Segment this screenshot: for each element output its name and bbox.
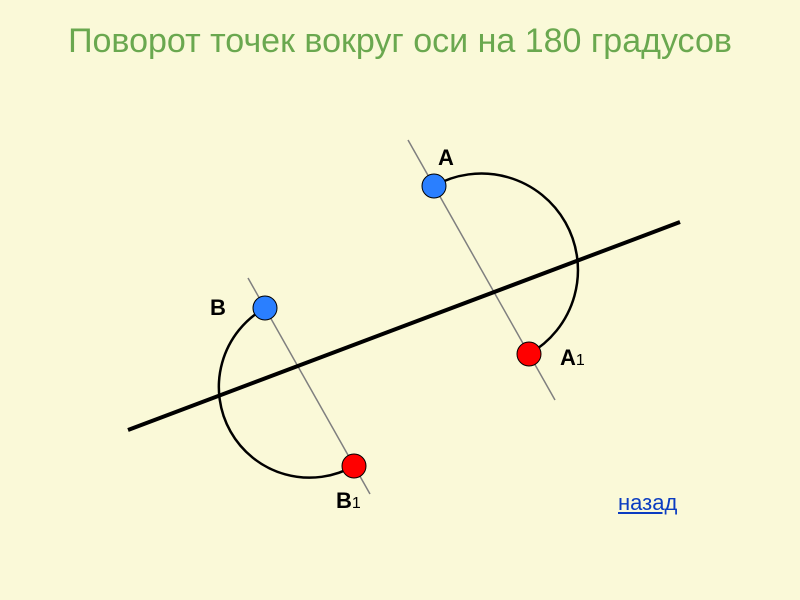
point-a bbox=[422, 174, 446, 198]
label-a: A bbox=[438, 145, 454, 171]
label-a1-sub: 1 bbox=[576, 352, 585, 369]
slide: Поворот точек вокруг оси на 180 градусов… bbox=[0, 0, 800, 600]
label-a1-text: A bbox=[560, 345, 576, 370]
label-b1-sub: 1 bbox=[352, 495, 361, 512]
label-b-text: B bbox=[210, 295, 226, 320]
arc-b bbox=[219, 308, 354, 478]
label-b1: B1 bbox=[336, 488, 361, 514]
main-axis bbox=[128, 222, 680, 430]
point-b bbox=[253, 296, 277, 320]
back-link[interactable]: назад bbox=[618, 490, 678, 516]
arc-a bbox=[434, 174, 578, 354]
label-a-text: A bbox=[438, 145, 454, 170]
point-a1 bbox=[517, 342, 541, 366]
label-a1: A1 bbox=[560, 345, 585, 371]
diagram bbox=[0, 0, 800, 600]
label-b: B bbox=[210, 295, 226, 321]
point-b1 bbox=[342, 454, 366, 478]
label-b1-text: B bbox=[336, 488, 352, 513]
